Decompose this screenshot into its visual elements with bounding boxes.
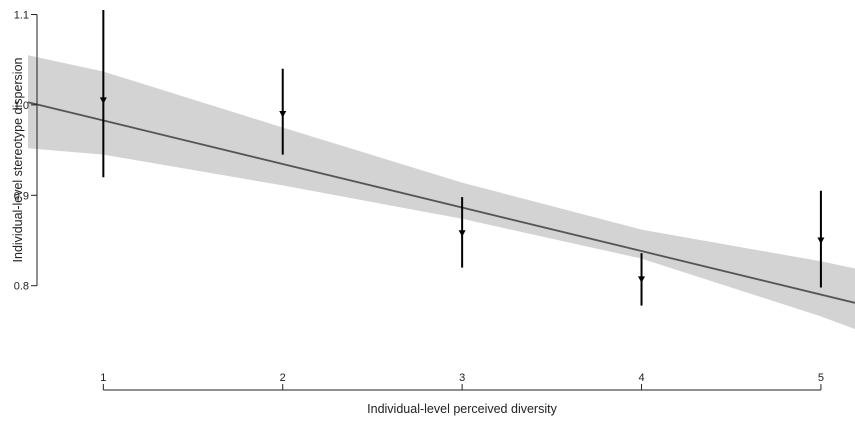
y-tick-label-1: 0.8 bbox=[14, 281, 29, 293]
data-point-5 bbox=[817, 237, 825, 244]
y-tick-label-2: 0.9 bbox=[14, 190, 29, 202]
confidence-band-layer bbox=[28, 55, 855, 330]
data-point-2 bbox=[279, 110, 287, 118]
y-tick-label-3: 1.0 bbox=[14, 100, 29, 112]
data-point-3 bbox=[458, 230, 466, 237]
confidence-band bbox=[28, 55, 855, 330]
point-layer bbox=[99, 10, 825, 306]
x-axis-label: Individual-level perceived diversity bbox=[367, 402, 557, 416]
data-point-1 bbox=[99, 97, 107, 104]
fit-line bbox=[27, 101, 855, 304]
x-tick-label-4: 4 bbox=[638, 372, 644, 384]
y-axis: 0.8 0.9 1.0 1.1 bbox=[14, 10, 38, 293]
x-tick-label-5: 5 bbox=[818, 372, 824, 384]
data-point-4 bbox=[638, 276, 646, 283]
fit-line-layer bbox=[27, 101, 855, 304]
y-tick-label-4: 1.1 bbox=[14, 10, 29, 22]
x-tick-label-3: 3 bbox=[459, 372, 465, 384]
x-axis: 1 2 3 4 5 bbox=[100, 372, 824, 391]
y-axis-label: Individual-level stereotype dispersion bbox=[11, 57, 25, 262]
x-tick-label-2: 2 bbox=[280, 372, 286, 384]
x-tick-label-1: 1 bbox=[100, 372, 106, 384]
